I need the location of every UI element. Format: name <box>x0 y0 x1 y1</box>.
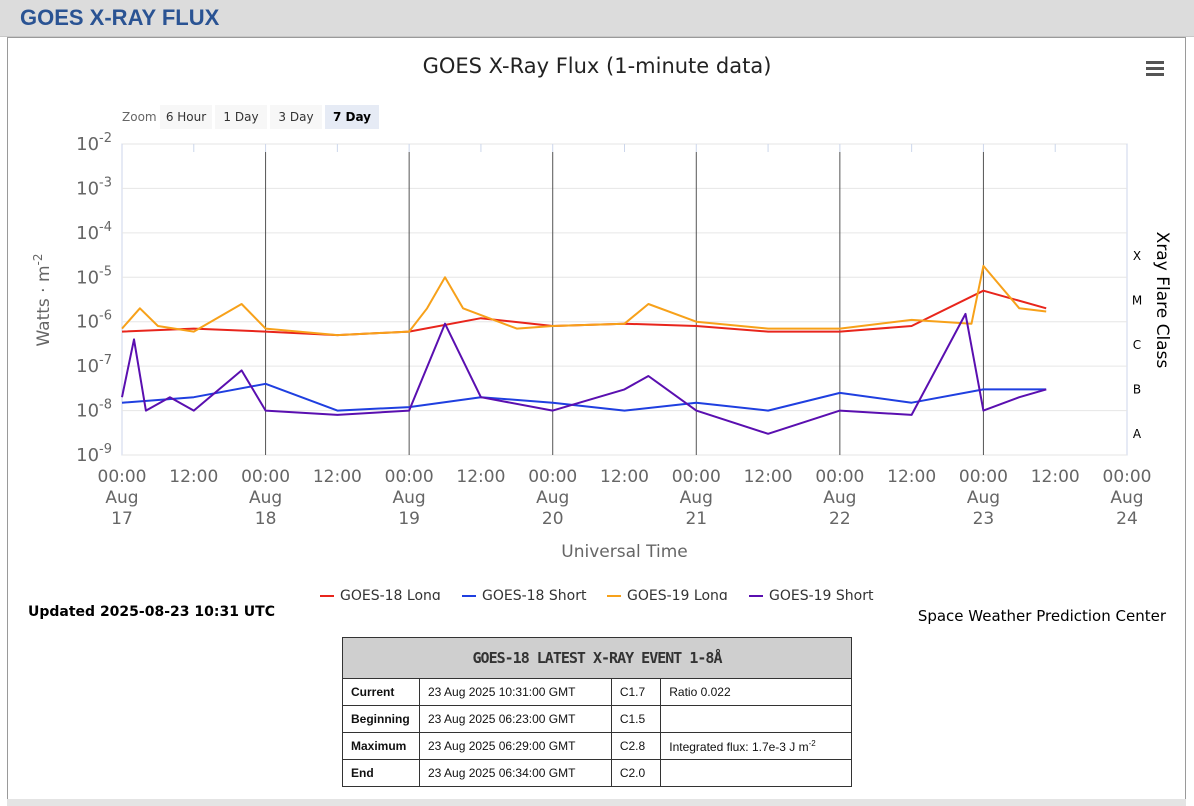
row-time: 23 Aug 2025 06:23:00 GMT <box>419 705 612 733</box>
x-tick-day: 24 <box>1116 509 1138 529</box>
credit-text: Space Weather Prediction Center <box>917 607 1166 625</box>
row-extra <box>660 759 852 787</box>
zoom-7-day-button[interactable]: 7 Day <box>325 105 379 129</box>
row-extra <box>660 705 852 733</box>
xray-flux-chart: 10-210-310-410-510-610-710-810-900:00Aug… <box>31 131 1172 600</box>
series-line-goes-19-short <box>121 312 1047 435</box>
table-row: Current 23 Aug 2025 10:31:00 GMT C1.7 Ra… <box>342 678 852 706</box>
flare-class-label: B <box>1133 382 1141 396</box>
x-tick-label: 12:00 <box>887 467 936 487</box>
y-tick-label: 10-3 <box>76 175 112 199</box>
header-bar: GOES X-RAY FLUX <box>0 0 1194 37</box>
x-tick-label: 12:00 <box>456 467 505 487</box>
series-line-goes-18-long <box>121 289 1047 337</box>
bottom-strip <box>7 799 1186 806</box>
row-label: Beginning <box>342 705 420 733</box>
legend-item: GOES-18 Short <box>482 588 587 600</box>
zoom-6-hour-button[interactable]: 6 Hour <box>160 105 212 129</box>
row-class: C1.7 <box>610 678 662 706</box>
x-tick-label: 12:00 <box>313 467 362 487</box>
zoom-1-day-button[interactable]: 1 Day <box>215 105 267 129</box>
page-title: GOES X-RAY FLUX <box>20 5 220 30</box>
flare-class-label: M <box>1132 294 1142 308</box>
row-time: 23 Aug 2025 06:29:00 GMT <box>419 732 612 760</box>
x-tick-month: Aug <box>823 488 856 508</box>
y-tick-label: 10-7 <box>76 353 112 377</box>
event-table-title: GOES-18 LATEST X-RAY EVENT 1-8Å <box>342 637 852 679</box>
row-class: C2.8 <box>610 732 662 760</box>
legend-item: GOES-19 Short <box>769 588 874 600</box>
row-label: Maximum <box>342 732 420 760</box>
flare-class-label: A <box>1133 427 1142 441</box>
x-tick-month: Aug <box>1110 488 1143 508</box>
table-row: Beginning 23 Aug 2025 06:23:00 GMT C1.5 <box>342 705 852 733</box>
x-tick-month: Aug <box>967 488 1000 508</box>
row-time: 23 Aug 2025 06:34:00 GMT <box>419 759 612 787</box>
x-tick-day: 17 <box>111 509 133 529</box>
x-tick-label: 00:00 <box>815 467 864 487</box>
table-row: End 23 Aug 2025 06:34:00 GMT C2.0 <box>342 759 852 787</box>
y-tick-label: 10-4 <box>76 220 112 244</box>
x-tick-month: Aug <box>680 488 713 508</box>
row-extra: Ratio 0.022 <box>660 678 852 706</box>
x-tick-label: 12:00 <box>600 467 649 487</box>
x-tick-month: Aug <box>105 488 138 508</box>
x-tick-label: 00:00 <box>528 467 577 487</box>
series-line-goes-19-long <box>121 264 1047 337</box>
updated-timestamp: Updated 2025-08-23 10:31 UTC <box>28 604 275 620</box>
x-tick-label: 00:00 <box>385 467 434 487</box>
row-class: C2.0 <box>610 759 662 787</box>
flare-class-label: X <box>1133 249 1141 263</box>
zoom-3-day-button[interactable]: 3 Day <box>270 105 322 129</box>
x-tick-day: 20 <box>542 509 564 529</box>
hamburger-menu-icon[interactable] <box>1146 61 1164 77</box>
integrated-flux-text: Integrated flux: 1.7e-3 J m <box>669 739 809 754</box>
x-tick-day: 18 <box>255 509 277 529</box>
legend-item: GOES-19 Long <box>627 588 728 600</box>
x-tick-day: 22 <box>829 509 851 529</box>
chart-title: GOES X-Ray Flux (1-minute data) <box>422 54 772 78</box>
x-tick-label: 12:00 <box>1031 467 1080 487</box>
y-tick-label: 10-8 <box>76 398 112 422</box>
x-tick-day: 21 <box>685 509 707 529</box>
x-tick-day: 23 <box>973 509 995 529</box>
x-tick-month: Aug <box>393 488 426 508</box>
x-tick-month: Aug <box>536 488 569 508</box>
x-tick-label: 00:00 <box>959 467 1008 487</box>
x-tick-month: Aug <box>249 488 282 508</box>
y-tick-label: 10-9 <box>76 442 112 466</box>
x-axis-title: Universal Time <box>561 542 687 562</box>
series-line-goes-18-short <box>121 382 1047 412</box>
x-tick-label: 00:00 <box>1103 467 1152 487</box>
y-tick-label: 10-6 <box>76 309 112 333</box>
flare-class-label: C <box>1133 338 1141 352</box>
y-tick-label: 10-5 <box>76 264 112 288</box>
row-label: End <box>342 759 420 787</box>
integrated-flux-exponent: -2 <box>808 738 816 748</box>
row-extra: Integrated flux: 1.7e-3 J m-2 <box>660 732 852 760</box>
row-time: 23 Aug 2025 10:31:00 GMT <box>419 678 612 706</box>
y-tick-label: 10-2 <box>76 131 112 155</box>
row-class: C1.5 <box>610 705 662 733</box>
x-tick-label: 12:00 <box>744 467 793 487</box>
zoom-label: Zoom <box>122 110 157 124</box>
row-label: Current <box>342 678 420 706</box>
x-tick-label: 00:00 <box>672 467 721 487</box>
legend-item: GOES-18 Long <box>340 588 441 600</box>
right-axis-title: Xray Flare Class <box>1152 232 1172 369</box>
x-tick-label: 00:00 <box>98 467 147 487</box>
table-row: Maximum 23 Aug 2025 06:29:00 GMT C2.8 In… <box>342 732 852 760</box>
x-tick-label: 12:00 <box>169 467 218 487</box>
event-table: GOES-18 LATEST X-RAY EVENT 1-8Å Current … <box>342 637 852 787</box>
x-tick-label: 00:00 <box>241 467 290 487</box>
x-tick-day: 19 <box>398 509 420 529</box>
y-axis-title: Watts · m-2 <box>31 253 54 346</box>
